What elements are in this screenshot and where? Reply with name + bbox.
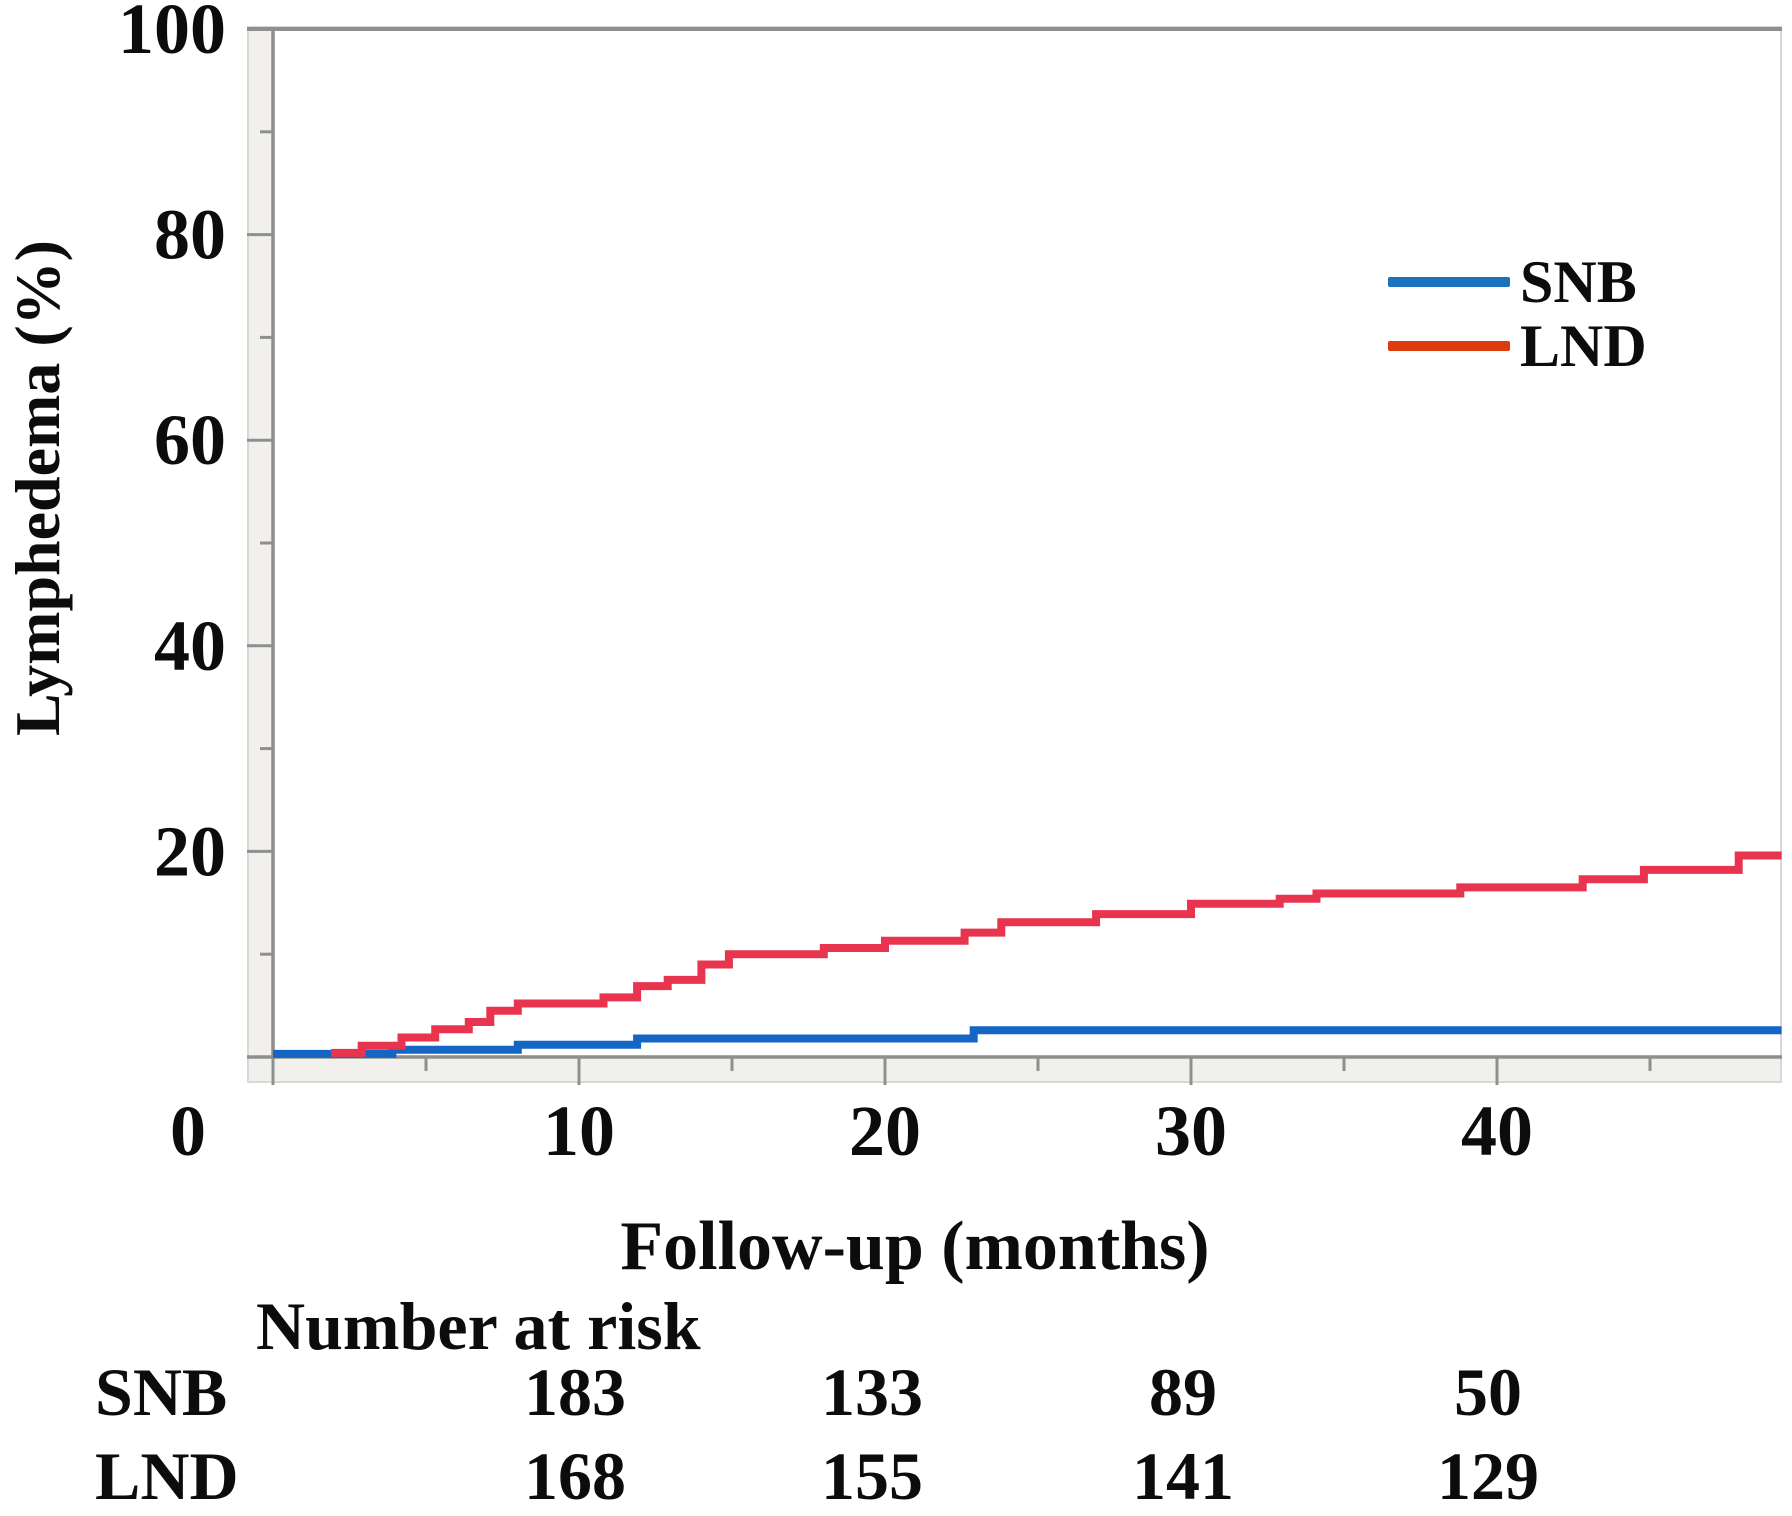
- x-tick-label: 20: [849, 1091, 921, 1171]
- plot-area: [275, 31, 1782, 1055]
- lnd-line-swatch: [1388, 341, 1510, 351]
- at-risk-header: Number at risk: [256, 1288, 701, 1364]
- legend: SNB LND: [1388, 250, 1647, 378]
- y-axis-title: Lymphedema (%): [2, 240, 73, 736]
- x-tick-label: 10: [543, 1091, 615, 1171]
- at-risk-value: 168: [524, 1438, 626, 1514]
- at-risk-value: 155: [821, 1438, 923, 1514]
- at-risk-value: 50: [1454, 1354, 1522, 1430]
- at-risk-value: 129: [1437, 1438, 1539, 1514]
- legend-label-lnd: LND: [1520, 313, 1647, 379]
- y-tick-label: 100: [118, 0, 226, 69]
- y-tick-label: 40: [154, 606, 226, 686]
- at-risk-row-label-snb: SNB: [95, 1354, 228, 1430]
- x-tick-label: 30: [1155, 1091, 1227, 1171]
- snb-line-swatch: [1388, 277, 1510, 287]
- at-risk-value: 183: [524, 1354, 626, 1430]
- at-risk-value: 89: [1149, 1354, 1217, 1430]
- at-risk-row-label-lnd: LND: [95, 1438, 239, 1514]
- legend-item-snb: SNB: [1388, 250, 1647, 314]
- x-axis-title: Follow-up (months): [620, 1208, 1210, 1285]
- y-tick-label: 60: [154, 400, 226, 480]
- x-tick-label: 40: [1461, 1091, 1533, 1171]
- y-tick-label: 20: [154, 811, 226, 891]
- at-risk-value: 133: [821, 1354, 923, 1430]
- y-tick-label: 80: [154, 195, 226, 275]
- at-risk-row-snb: SNB 183 133 89 50: [0, 1358, 1792, 1430]
- x-tick-label: 0: [170, 1091, 206, 1171]
- lnd-curve: [331, 851, 1782, 1057]
- legend-label-snb: SNB: [1520, 249, 1637, 315]
- at-risk-value: 141: [1132, 1438, 1234, 1514]
- at-risk-row-lnd: LND 168 155 141 129: [0, 1442, 1792, 1514]
- snb-curve: [273, 1026, 1782, 1058]
- legend-item-lnd: LND: [1388, 314, 1647, 378]
